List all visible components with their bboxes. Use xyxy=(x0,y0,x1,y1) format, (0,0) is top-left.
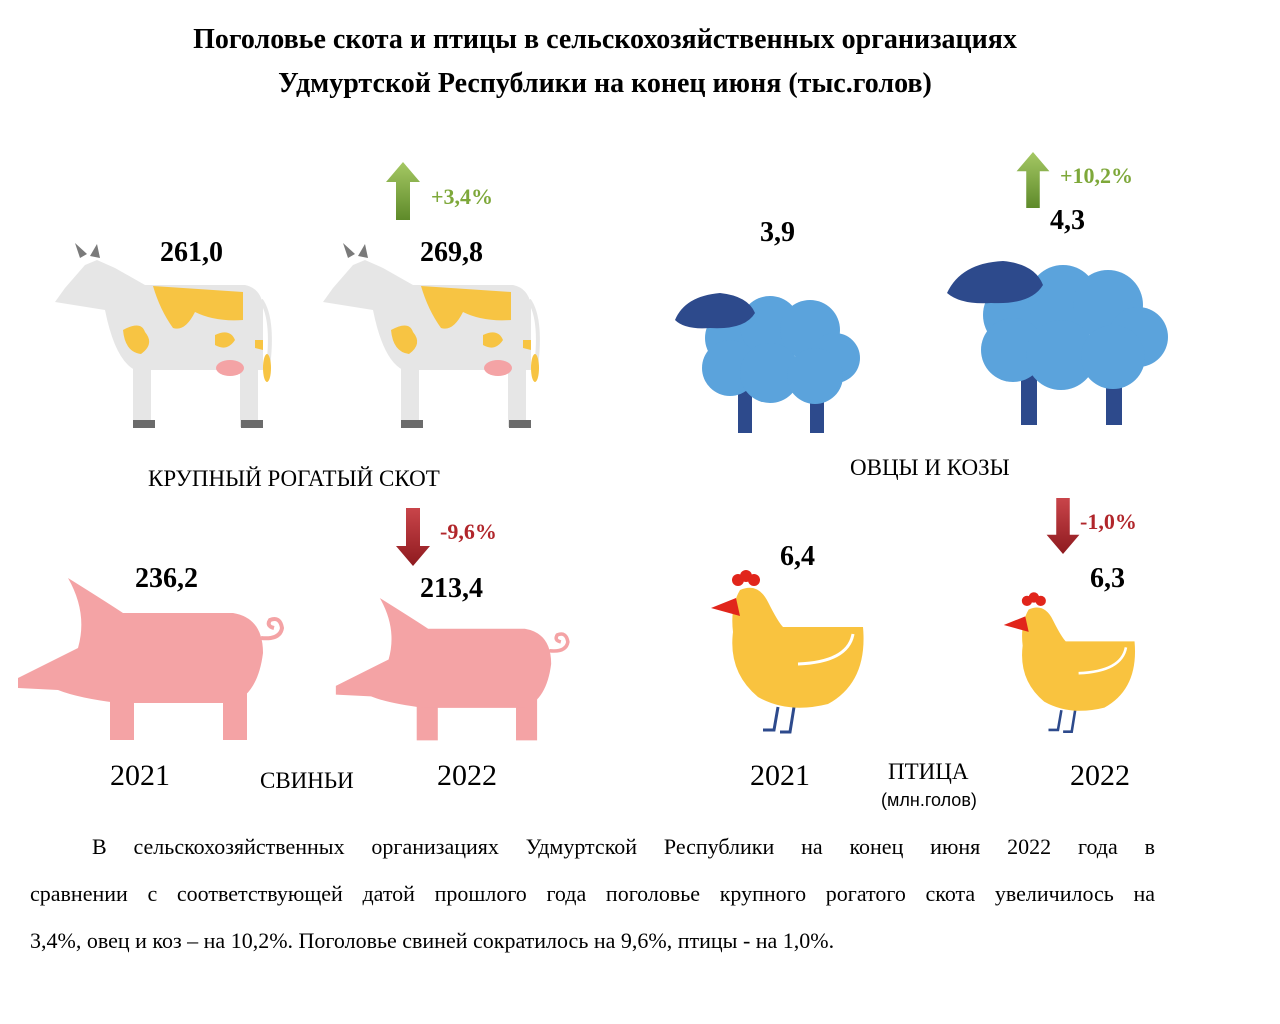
title-line-2: Удмуртской Республики на конец июня (тыс… xyxy=(278,68,932,99)
cow-2022-icon xyxy=(323,243,540,428)
chicken-2021-icon xyxy=(711,570,864,734)
sheep-2021-value: 3,9 xyxy=(760,217,795,248)
sheep-2021-icon xyxy=(675,293,860,433)
poultry-change: -1,0% xyxy=(1080,509,1137,534)
cattle-2022-value: 269,8 xyxy=(420,237,483,268)
title-line-1: Поголовье скота и птицы в сельскохозяйст… xyxy=(193,24,1017,55)
poultry-label: ПТИЦА xyxy=(888,759,969,784)
cattle-change: +3,4% xyxy=(431,184,494,209)
year-2021-left: 2021 xyxy=(110,759,170,792)
pigs-change: -9,6% xyxy=(440,519,497,544)
pig-2021-icon xyxy=(18,578,285,740)
cow-2021-icon xyxy=(55,243,272,428)
page-title: Поголовье скота и птицы в сельскохозяйст… xyxy=(0,18,1210,106)
year-2022-left: 2022 xyxy=(437,759,497,792)
poultry-unit: (млн.голов) xyxy=(881,790,977,810)
summary-line-2: сравнении с соответствующей датой прошло… xyxy=(30,881,1155,906)
pigs-2022-value: 213,4 xyxy=(420,573,483,604)
sheep-2022-icon xyxy=(947,261,1168,425)
pigs-2021-value: 236,2 xyxy=(135,563,198,594)
sheep-2022-value: 4,3 xyxy=(1050,205,1085,236)
year-2021-right: 2021 xyxy=(750,759,810,792)
summary-line-1: В сельскохозяйственных организациях Удму… xyxy=(92,834,1155,859)
summary-paragraph: В сельскохозяйственных организациях Удму… xyxy=(30,823,1155,964)
sheep-label: ОВЦЫ И КОЗЫ xyxy=(850,455,1010,480)
sheep-change: +10,2% xyxy=(1060,163,1134,188)
summary-line-3: 3,4%, овец и коз – на 10,2%. Поголовье с… xyxy=(30,928,835,953)
poultry-2021-value: 6,4 xyxy=(780,541,815,572)
cattle-label: КРУПНЫЙ РОГАТЫЙ СКОТ xyxy=(148,466,440,491)
poultry-2022-value: 6,3 xyxy=(1090,563,1125,594)
pigs-label: СВИНЬИ xyxy=(260,768,354,793)
pig-2022-icon xyxy=(335,598,570,741)
arrow-up-icon xyxy=(386,162,420,220)
year-2022-right: 2022 xyxy=(1070,759,1130,792)
arrow-down-icon xyxy=(1046,498,1080,554)
chicken-2022-icon xyxy=(1003,592,1136,733)
cattle-2021-value: 261,0 xyxy=(160,237,223,268)
arrow-down-icon xyxy=(396,508,430,566)
arrow-up-icon xyxy=(1016,152,1050,208)
